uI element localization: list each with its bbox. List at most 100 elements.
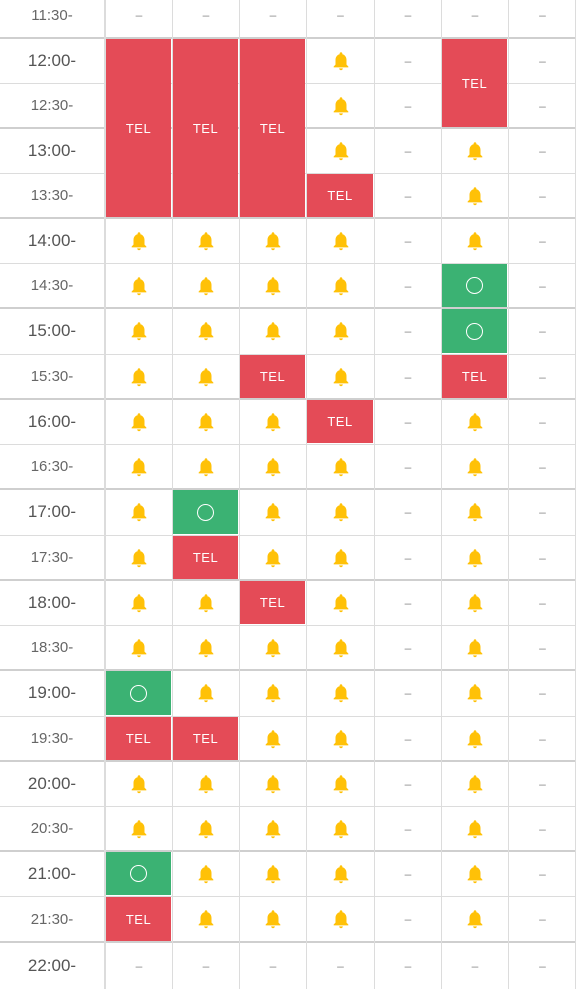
tel-slot-button[interactable]: TEL [240, 581, 305, 624]
notify-slot-button[interactable] [442, 128, 508, 173]
notify-slot-button[interactable] [307, 444, 374, 489]
notify-slot-button[interactable] [106, 354, 172, 399]
tel-slot-button[interactable]: TEL [106, 897, 171, 941]
tel-slot-button[interactable]: TEL [307, 400, 373, 443]
notify-slot-button[interactable] [106, 535, 172, 580]
notify-slot-button[interactable] [240, 444, 306, 489]
bell-icon [464, 456, 486, 478]
time-label: 11:30- [31, 6, 73, 24]
tel-slot-button[interactable]: TEL [240, 355, 305, 398]
notify-slot-button[interactable] [307, 761, 374, 806]
notify-slot-button[interactable] [442, 399, 508, 444]
notify-slot-button[interactable] [173, 806, 239, 851]
notify-slot-button[interactable] [106, 489, 172, 535]
notify-slot-button[interactable] [240, 399, 306, 444]
notify-slot-button[interactable] [240, 851, 306, 896]
tel-slot-button[interactable]: TEL [173, 536, 238, 579]
notify-slot-button[interactable] [307, 670, 374, 716]
notify-slot-button[interactable] [307, 625, 374, 670]
notify-slot-button[interactable] [173, 354, 239, 399]
notify-slot-button[interactable] [173, 625, 239, 670]
notify-slot-button[interactable] [173, 580, 239, 625]
notify-slot-button[interactable] [106, 625, 172, 670]
notify-slot-button[interactable] [173, 444, 239, 489]
notify-slot-button[interactable] [442, 851, 508, 896]
row-divider [0, 307, 576, 309]
row-divider [0, 850, 576, 852]
notify-slot-button[interactable] [173, 896, 239, 942]
available-slot-button[interactable] [173, 490, 238, 534]
notify-slot-button[interactable] [173, 308, 239, 354]
notify-slot-button[interactable] [442, 806, 508, 851]
notify-slot-button[interactable] [106, 263, 172, 308]
bell-icon [330, 50, 352, 72]
notify-slot-button[interactable] [307, 806, 374, 851]
notify-slot-button[interactable] [442, 218, 508, 263]
notify-slot-button[interactable] [307, 263, 374, 308]
notify-slot-button[interactable] [307, 716, 374, 761]
notify-slot-button[interactable] [240, 896, 306, 942]
notify-slot-button[interactable] [442, 489, 508, 535]
notify-slot-button[interactable] [307, 128, 374, 173]
notify-slot-button[interactable] [240, 761, 306, 806]
notify-slot-button[interactable] [442, 173, 508, 218]
notify-slot-button[interactable] [106, 308, 172, 354]
notify-slot-button[interactable] [240, 218, 306, 263]
notify-slot-button[interactable] [106, 761, 172, 806]
available-slot-button[interactable] [106, 671, 171, 715]
notify-slot-button[interactable] [442, 896, 508, 942]
tel-slot-button[interactable]: TEL [442, 39, 507, 127]
tel-slot-button[interactable]: TEL [173, 39, 238, 217]
notify-slot-button[interactable] [240, 670, 306, 716]
notify-slot-button[interactable] [106, 444, 172, 489]
notify-slot-button[interactable] [240, 806, 306, 851]
notify-slot-button[interactable] [307, 308, 374, 354]
notify-slot-button[interactable] [240, 263, 306, 308]
tel-slot-button[interactable]: TEL [173, 717, 238, 760]
notify-slot-button[interactable] [173, 761, 239, 806]
bell-icon [464, 411, 486, 433]
notify-slot-button[interactable] [442, 716, 508, 761]
notify-slot-button[interactable] [240, 489, 306, 535]
notify-slot-button[interactable] [307, 580, 374, 625]
notify-slot-button[interactable] [173, 670, 239, 716]
notify-slot-button[interactable] [307, 896, 374, 942]
notify-slot-button[interactable] [106, 218, 172, 263]
notify-slot-button[interactable] [240, 535, 306, 580]
notify-slot-button[interactable] [173, 218, 239, 263]
notify-slot-button[interactable] [307, 535, 374, 580]
notify-slot-button[interactable] [442, 670, 508, 716]
notify-slot-button[interactable] [106, 806, 172, 851]
notify-slot-button[interactable] [307, 38, 374, 83]
bell-icon [464, 637, 486, 659]
bell-icon [262, 230, 284, 252]
tel-slot-button[interactable]: TEL [106, 39, 171, 217]
notify-slot-button[interactable] [442, 580, 508, 625]
notify-slot-button[interactable] [173, 263, 239, 308]
tel-slot-button[interactable]: TEL [307, 174, 373, 217]
tel-slot-button[interactable]: TEL [442, 355, 507, 398]
available-slot-button[interactable] [442, 264, 507, 307]
notify-slot-button[interactable] [106, 580, 172, 625]
tel-slot-button[interactable]: TEL [106, 717, 171, 760]
notify-slot-button[interactable] [442, 535, 508, 580]
notify-slot-button[interactable] [173, 851, 239, 896]
notify-slot-button[interactable] [442, 761, 508, 806]
notify-slot-button[interactable] [173, 399, 239, 444]
notify-slot-button[interactable] [307, 83, 374, 128]
available-slot-button[interactable] [106, 852, 171, 895]
notify-slot-button[interactable] [240, 308, 306, 354]
row-divider [0, 716, 576, 717]
tel-slot-button[interactable]: TEL [240, 39, 305, 217]
notify-slot-button[interactable] [106, 399, 172, 444]
column-divider [441, 0, 442, 989]
notify-slot-button[interactable] [240, 625, 306, 670]
notify-slot-button[interactable] [307, 489, 374, 535]
notify-slot-button[interactable] [240, 716, 306, 761]
notify-slot-button[interactable] [307, 354, 374, 399]
notify-slot-button[interactable] [442, 625, 508, 670]
available-slot-button[interactable] [442, 309, 507, 353]
notify-slot-button[interactable] [442, 444, 508, 489]
notify-slot-button[interactable] [307, 218, 374, 263]
notify-slot-button[interactable] [307, 851, 374, 896]
